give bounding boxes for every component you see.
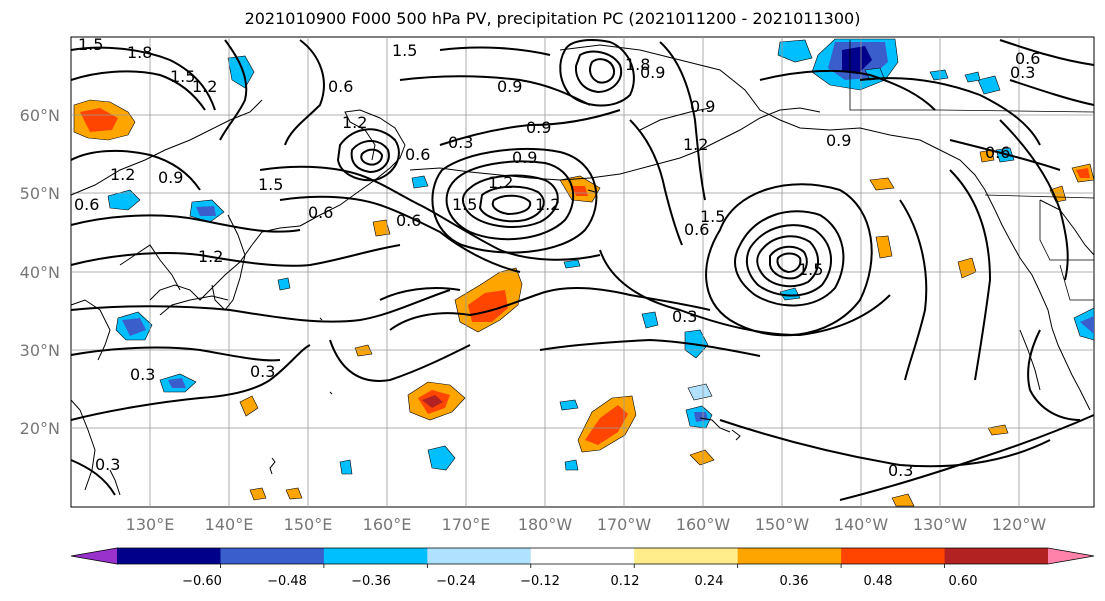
contour-label: 0.9 — [690, 97, 715, 116]
contour-label: 0.6 — [74, 195, 99, 214]
lon-label: 140°W — [833, 515, 889, 534]
contour-label: 1.5 — [258, 175, 283, 194]
colorbar-tick-label: 0.12 — [610, 574, 640, 589]
contour-label: 1.8 — [127, 43, 152, 62]
colorbar-tick-label: 0.24 — [694, 574, 724, 589]
contour-label: 1.2 — [683, 135, 708, 154]
contour-label: 0.9 — [158, 168, 183, 187]
contour-label: 0.3 — [250, 362, 275, 381]
lat-label: 40°N — [19, 263, 60, 282]
lon-label: 130°E — [125, 515, 175, 534]
contour-label: 1.5 — [452, 195, 477, 214]
colorbar-tick-label: 0.48 — [863, 574, 893, 589]
colorbar-tick-label: −0.12 — [520, 574, 560, 589]
contour-label: 1.2 — [488, 173, 513, 192]
contour-label: 0.3 — [672, 307, 697, 326]
contour-label: 1.2 — [342, 113, 367, 132]
contour-labels: 1.5 1.8 1.5 1.2 1.5 1.2 0.6 1.2 0.9 1.5 … — [74, 35, 1040, 480]
map-title: 2021010900 F000 500 hPa PV, precipitatio… — [244, 9, 861, 28]
lon-label: 170°E — [441, 515, 491, 534]
contour-label: 1.2 — [198, 247, 223, 266]
contour-label: 0.9 — [826, 131, 851, 150]
lat-label: 30°N — [19, 341, 60, 360]
contour-label: 0.6 — [328, 77, 353, 96]
contour-label: 0.3 — [888, 461, 913, 480]
contour-label: 1.5 — [798, 260, 823, 279]
lat-label: 50°N — [19, 184, 60, 203]
contour-label: 1.8 — [625, 55, 650, 74]
lon-label: 150°E — [283, 515, 333, 534]
lon-label: 130°W — [912, 515, 968, 534]
lat-label: 60°N — [19, 106, 60, 125]
lon-label: 160°E — [362, 515, 412, 534]
contour-label: 0.6 — [985, 143, 1010, 162]
contour-label: 1.2 — [192, 77, 217, 96]
contour-label: 0.6 — [396, 211, 421, 230]
lon-label: 150°W — [754, 515, 810, 534]
colorbar-tick-label: 0.60 — [948, 574, 978, 589]
contour-label: 0.9 — [512, 148, 537, 167]
contour-label: 0.3 — [95, 455, 120, 474]
colorbar-tick-label: −0.24 — [436, 574, 476, 589]
coastlines — [70, 44, 1095, 496]
contour-label: 0.3 — [448, 133, 473, 152]
contour-label: 0.6 — [405, 145, 430, 164]
colorbar-tick-label: −0.60 — [182, 574, 222, 589]
contour-label: 1.5 — [170, 67, 195, 86]
contour-label: 0.9 — [640, 63, 665, 82]
contour-label: 1.5 — [78, 35, 103, 54]
contour-label: 0.6 — [1015, 49, 1040, 68]
colorbar-tick-label: −0.48 — [267, 574, 307, 589]
contour-label: 0.9 — [497, 77, 522, 96]
political-borders — [849, 40, 1095, 301]
colorbar-tick-label: 0.36 — [779, 574, 809, 589]
lon-label: 160°W — [675, 515, 731, 534]
contour-label: 0.3 — [1010, 63, 1035, 82]
contour-label: 0.6 — [308, 203, 333, 222]
contour-label: 0.3 — [130, 365, 155, 384]
lon-label: 180°W — [517, 515, 573, 534]
contour-label: 1.5 — [700, 207, 725, 226]
contour-label: 0.6 — [684, 220, 709, 239]
lon-label: 170°W — [596, 515, 652, 534]
contour-label: 1.5 — [392, 41, 417, 60]
contour-label: 0.9 — [526, 118, 551, 137]
contour-label: 1.2 — [535, 195, 560, 214]
contour-label: 1.2 — [110, 165, 135, 184]
lon-label: 120°W — [991, 515, 1047, 534]
lat-label: 20°N — [19, 419, 60, 438]
lon-label: 140°E — [204, 515, 254, 534]
colorbar-tick-label: −0.36 — [351, 574, 391, 589]
